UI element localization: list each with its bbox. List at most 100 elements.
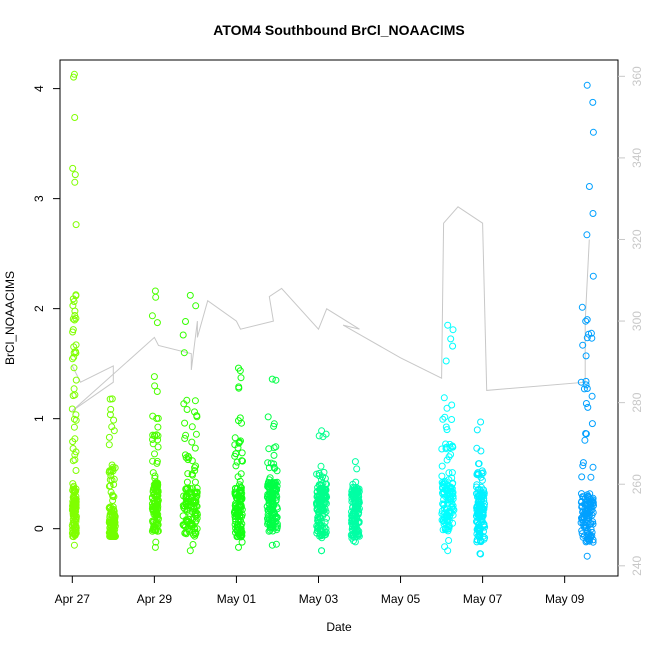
scatter-point	[69, 493, 77, 501]
right-tick-label: 320	[630, 229, 644, 249]
scatter-point	[69, 328, 77, 336]
scatter-point	[71, 316, 79, 324]
scatter-point	[582, 538, 590, 546]
scatter-point	[448, 416, 456, 423]
scatter-point	[349, 509, 357, 517]
scatter-point	[583, 334, 591, 342]
scatter-point	[272, 497, 280, 505]
scatter-point	[445, 507, 453, 515]
scatter-point	[475, 524, 483, 532]
scatter-point	[238, 457, 246, 465]
scatter-point	[349, 527, 357, 534]
scatter-point	[446, 440, 454, 448]
left-tick-label: 4	[32, 85, 46, 92]
scatter-point	[70, 349, 78, 357]
scatter-point	[235, 439, 243, 446]
scatter-series-8	[347, 458, 363, 546]
scatter-series-4	[179, 291, 201, 555]
scatter-point	[447, 335, 455, 343]
x-tick-label: May 05	[381, 592, 421, 606]
scatter-point	[589, 128, 597, 136]
scatter-point	[234, 520, 242, 528]
scatter-point	[71, 512, 79, 520]
scatter-point	[473, 530, 481, 538]
scatter-point	[478, 476, 486, 484]
scatter-point	[268, 499, 276, 507]
scatter-point	[183, 406, 191, 413]
scatter-series-1	[68, 70, 80, 549]
scatter-point	[448, 469, 456, 477]
scatter-point	[105, 504, 113, 511]
scatter-point	[352, 483, 360, 491]
scatter-point	[70, 364, 78, 372]
scatter-point	[473, 481, 481, 489]
scatter-point	[108, 395, 116, 403]
scatter-point	[232, 529, 239, 537]
x-tick-label: May 01	[217, 592, 257, 606]
scatter-point	[353, 487, 361, 495]
scatter-point	[71, 451, 79, 459]
scatter-point	[182, 485, 190, 493]
scatter-point	[273, 467, 281, 475]
scatter-point	[183, 478, 191, 486]
scatter-point	[111, 532, 119, 540]
scatter-point	[439, 415, 447, 423]
scatter-point	[106, 510, 114, 518]
scatter-point	[584, 501, 592, 508]
scatter-point	[313, 499, 321, 507]
scatter-point	[184, 470, 192, 478]
scatter-point	[231, 441, 239, 449]
scatter-point	[265, 464, 273, 472]
scatter-point	[444, 499, 451, 507]
scatter-point	[265, 527, 273, 535]
scatter-point	[268, 375, 276, 383]
scatter-point	[154, 488, 162, 496]
scatter-point	[68, 405, 76, 413]
scatter-point	[72, 411, 80, 419]
scatter-point	[109, 492, 117, 500]
scatter-point	[236, 481, 243, 489]
scatter-point	[71, 488, 79, 496]
scatter-point	[191, 478, 199, 486]
scatter-point	[354, 506, 362, 514]
right-tick-label: 340	[630, 148, 644, 168]
scatter-point	[477, 496, 485, 504]
scatter-point	[442, 423, 450, 431]
scatter-point	[153, 388, 161, 395]
scatter-point	[475, 528, 483, 536]
scatter-point	[71, 114, 79, 121]
scatter-point	[191, 509, 199, 517]
scatter-point	[272, 540, 280, 548]
scatter-point	[70, 385, 78, 393]
right-y-axis: 240 260 280 300 320 340 360	[618, 66, 644, 576]
scatter-point	[588, 420, 596, 428]
scatter-point	[191, 397, 199, 405]
scatter-point	[323, 480, 330, 488]
scatter-point	[182, 318, 189, 325]
scatter-point	[152, 507, 160, 515]
scatter-point	[321, 529, 329, 536]
scatter-point	[182, 431, 190, 439]
scatter-point	[191, 464, 199, 472]
scatter-point	[443, 404, 451, 412]
scatter-point	[235, 383, 243, 391]
scatter-point	[474, 469, 482, 477]
scatter-point	[268, 511, 276, 519]
scatter-point	[440, 479, 448, 487]
scatter-series-6	[263, 375, 281, 549]
scatter-point	[70, 415, 78, 423]
scatter-point	[442, 440, 450, 448]
scatter-point	[238, 538, 246, 546]
scatter-point	[186, 525, 193, 533]
scatter-point	[444, 321, 452, 329]
scatter-point	[587, 533, 595, 541]
scatter-point	[72, 376, 80, 384]
scatter-point	[231, 513, 239, 520]
scatter-point	[69, 315, 77, 323]
scatter-point	[449, 505, 457, 513]
secondary-series-polyline	[71, 206, 590, 412]
scatter-point	[151, 543, 159, 551]
right-tick-label: 360	[630, 66, 644, 86]
scatter-point	[579, 341, 587, 349]
scatter-point	[237, 531, 245, 539]
